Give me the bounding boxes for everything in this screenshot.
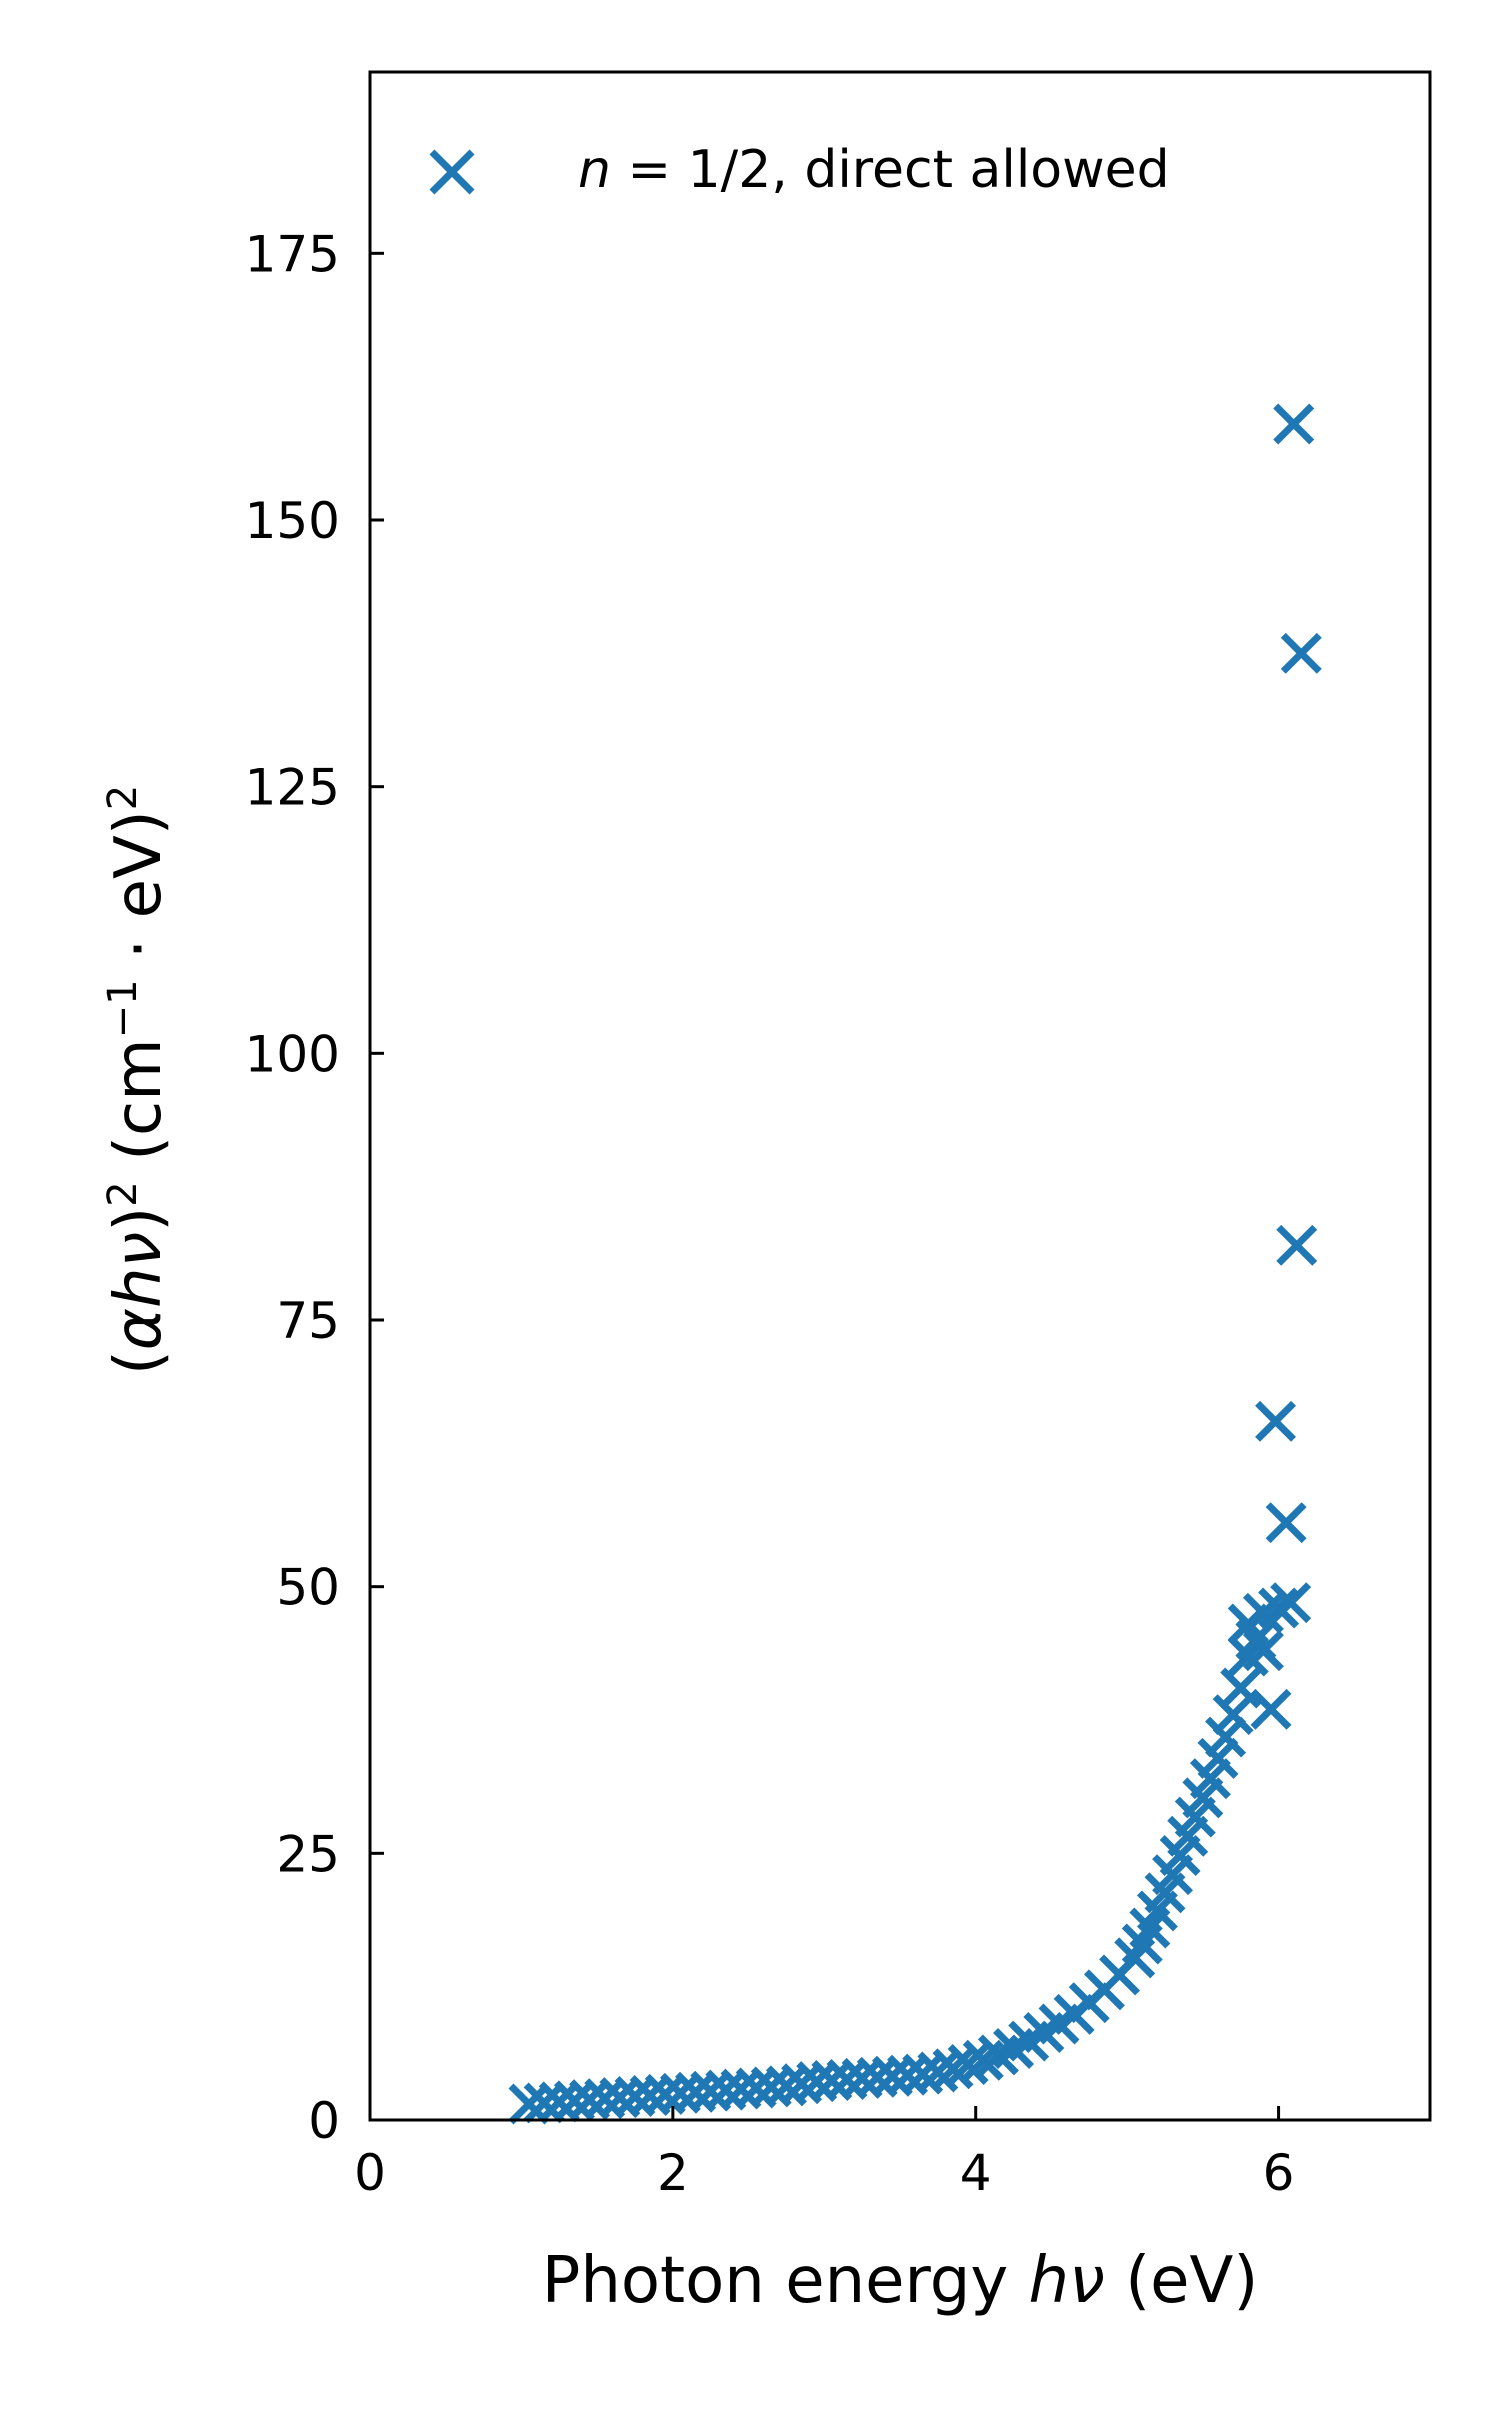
- data-point: [1205, 1716, 1247, 1758]
- y-tick-label: 75: [276, 1292, 340, 1350]
- legend-marker: [429, 149, 475, 195]
- legend: n = 1/2, direct allowed: [429, 140, 1170, 200]
- y-tick-label: 150: [245, 492, 340, 550]
- y-tick-label: 100: [245, 1025, 340, 1083]
- data-point: [1250, 1688, 1292, 1730]
- y-axis-ticks: 0 25 50 75 100 125 150 175: [245, 225, 384, 2150]
- y-tick-label: 125: [245, 759, 340, 817]
- data-point: [1273, 403, 1315, 445]
- y-tick-label: 0: [308, 2092, 340, 2150]
- y-tick-label: 50: [276, 1559, 340, 1617]
- x-tick-label: 6: [1263, 2144, 1295, 2202]
- x-axis-ticks: 0 2 4 6: [354, 2106, 1294, 2202]
- data-point: [1220, 1667, 1262, 1709]
- y-tick-label: 25: [276, 1825, 340, 1883]
- scatter-points: [508, 403, 1322, 2125]
- x-axis-title: Photon energy hν (eV): [542, 2244, 1259, 2318]
- y-tick-label: 175: [245, 225, 340, 283]
- data-point: [1242, 1630, 1284, 1672]
- y-axis-title: (αhν)2 (cm−1 · eV)2: [100, 785, 176, 1375]
- x-tick-label: 4: [960, 2144, 992, 2202]
- data-point: [1255, 1400, 1297, 1442]
- data-point: [1258, 1587, 1300, 1629]
- legend-label: n = 1/2, direct allowed: [578, 140, 1170, 200]
- data-point: [1227, 1603, 1269, 1645]
- x-tick-label: 0: [354, 2144, 386, 2202]
- plot-frame: [368, 70, 1432, 2122]
- data-point: [1276, 1224, 1318, 1266]
- data-point: [1265, 1502, 1307, 1544]
- data-point: [917, 2051, 959, 2093]
- x-tick-label: 2: [657, 2144, 689, 2202]
- data-point: [1270, 1582, 1312, 1624]
- data-point: [1280, 632, 1322, 674]
